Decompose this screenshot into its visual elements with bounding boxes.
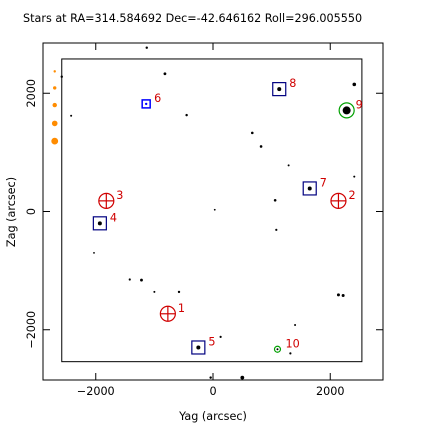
- x-tick-label: −2000: [77, 385, 115, 398]
- star-point: [213, 208, 216, 211]
- star-id-label: 7: [320, 176, 327, 189]
- star-point: [219, 335, 222, 338]
- star-point: [93, 251, 95, 254]
- edge-marker: [51, 137, 59, 145]
- star-id-label: 5: [208, 335, 215, 348]
- star-point: [153, 290, 156, 293]
- star-point: [140, 278, 143, 282]
- guide-star-point: [144, 102, 148, 106]
- guide-box-small: [141, 99, 151, 109]
- guide-box: [302, 181, 317, 196]
- star-point: [294, 324, 297, 327]
- edge-marker: [52, 102, 57, 108]
- guide-box: [272, 82, 287, 97]
- star-point: [60, 75, 63, 78]
- monitor-circle-small: [273, 345, 282, 353]
- star-point: [259, 145, 263, 148]
- star-id-label: 3: [116, 189, 123, 202]
- star-id-label: 2: [348, 189, 355, 202]
- y-tick-label: −2000: [25, 311, 38, 349]
- star-point: [352, 82, 357, 87]
- star-point: [128, 278, 131, 281]
- star-point: [336, 293, 340, 297]
- star-markers: [60, 46, 357, 380]
- star-point: [163, 72, 167, 76]
- star-point: [273, 198, 277, 202]
- star-point: [70, 114, 73, 117]
- x-axis-label: Yag (arcsec): [178, 410, 247, 423]
- catalog-star-markers: 1 2 3 4 5 6 7 8 9 10: [92, 77, 363, 355]
- monitor-circle: [338, 102, 355, 119]
- y-axis-label: Zag (arcsec): [5, 177, 18, 247]
- star-id-label: 4: [110, 211, 117, 224]
- chart-title: Stars at RA=314.584692 Dec=-42.646162 Ro…: [23, 12, 362, 25]
- edge-marker: [51, 120, 58, 127]
- star-point: [275, 228, 278, 231]
- star-point: [209, 376, 212, 379]
- guide-star-point: [97, 221, 102, 226]
- star-id-label: 9: [356, 98, 363, 111]
- star-point: [240, 375, 245, 380]
- y-tick-label: 2000: [25, 79, 38, 107]
- edge-marker: [53, 86, 57, 90]
- star-id-label: 10: [285, 337, 299, 350]
- edge-markers: [51, 70, 59, 145]
- guide-box: [191, 340, 206, 355]
- x-tick-label: 2000: [316, 385, 344, 398]
- edge-marker: [53, 70, 56, 73]
- plot-frame: [42, 42, 384, 381]
- star-point: [353, 175, 356, 178]
- star-point: [185, 113, 188, 117]
- axis-ticks: −2000 0 2000 −2000 0 2000: [25, 43, 383, 398]
- y-tick-label: 0: [25, 208, 38, 215]
- star-point: [287, 164, 290, 167]
- star-point: [145, 46, 148, 49]
- star-id-label: 8: [289, 77, 296, 90]
- monitor-star-point: [342, 106, 351, 115]
- guide-star-point: [277, 87, 282, 92]
- star-id-label: 6: [154, 92, 161, 105]
- star-point: [341, 293, 345, 297]
- guide-box: [92, 216, 107, 231]
- field-of-view-box: [61, 58, 363, 363]
- x-tick-label: 0: [209, 385, 216, 398]
- star-id-label: 1: [178, 302, 185, 315]
- star-point: [177, 290, 181, 294]
- monitor-star-point: [276, 348, 279, 351]
- star-point: [289, 352, 292, 355]
- guide-star-point: [307, 186, 312, 191]
- guide-star-point: [196, 345, 201, 350]
- star-point: [250, 131, 254, 135]
